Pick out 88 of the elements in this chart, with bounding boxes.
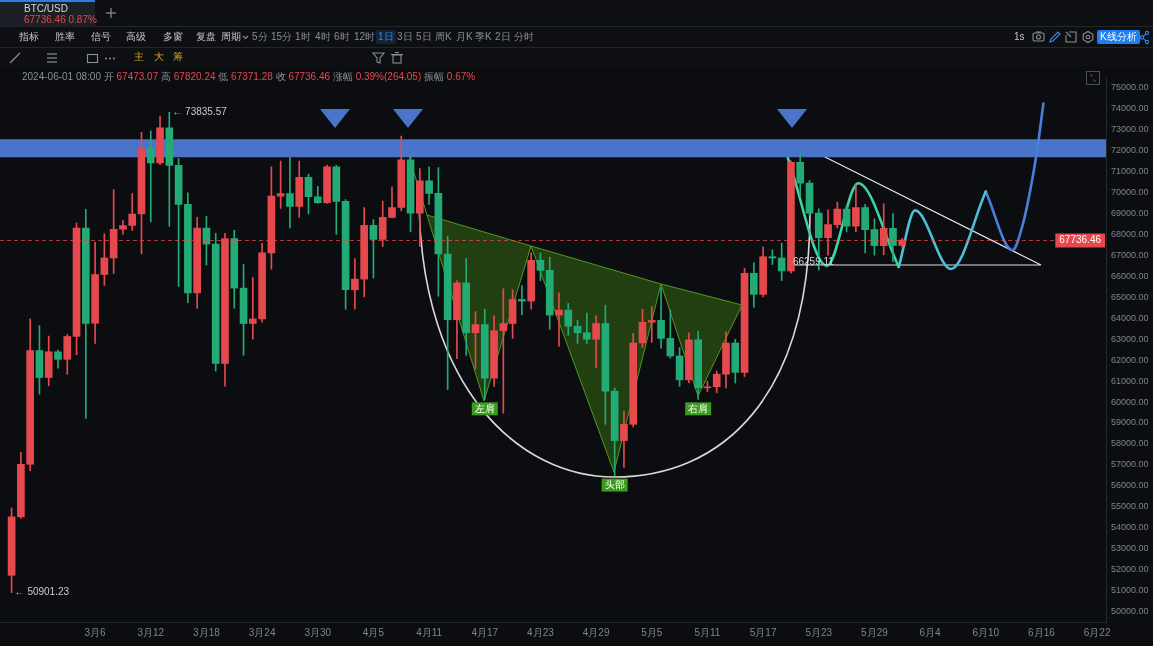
x-tick-label: 5月5 xyxy=(641,626,663,638)
annotation: 右肩 xyxy=(688,402,709,414)
y-tick-label: 75000.00 xyxy=(1111,82,1149,93)
x-tick-label: 6月4 xyxy=(919,626,942,638)
x-tick-label: 4月29 xyxy=(582,626,610,638)
x-tick-label: 4月17 xyxy=(471,626,499,638)
text: 周期 xyxy=(221,30,241,44)
x-tick-label: 5月11 xyxy=(694,626,721,638)
x-tick-label: 6月16 xyxy=(1028,626,1056,638)
y-tick-label: 63000.00 xyxy=(1111,333,1149,344)
annotation: 头部 xyxy=(604,478,625,490)
chart-title: BTC/USD xyxy=(24,3,68,14)
annotation: ← 73835.57 xyxy=(172,106,228,118)
text: 1时 xyxy=(295,30,311,44)
y-tick-label: 54000.00 xyxy=(1111,522,1149,533)
y-tick-label: 55000.00 xyxy=(1111,501,1149,512)
y-tick-label: 57000.00 xyxy=(1111,459,1149,470)
x-tick-label: 4月5 xyxy=(362,626,385,638)
candlestick xyxy=(248,277,257,340)
text: 5分 xyxy=(252,30,268,44)
x-tick-label: 3月24 xyxy=(248,626,276,638)
x-tick-label: 6月22 xyxy=(1083,626,1111,638)
annotation: ← 50901.23 xyxy=(14,586,70,598)
y-tick-label: 72000.00 xyxy=(1111,145,1149,156)
text: 3日 xyxy=(397,30,413,44)
chart-subtitle: 67736.46 0.87% xyxy=(24,14,97,25)
y-tick-label: 59000.00 xyxy=(1111,417,1149,428)
text: 高级 xyxy=(126,30,146,44)
text: 1日 xyxy=(376,30,396,44)
text: 多窗 xyxy=(163,30,183,44)
text: 1s xyxy=(1014,30,1025,44)
text: 大 xyxy=(154,50,164,64)
x-tick-label: 5月23 xyxy=(805,626,833,638)
x-tick-label: 4月23 xyxy=(527,626,555,638)
y-tick-label: 70000.00 xyxy=(1111,187,1149,198)
x-tick-label: 6月10 xyxy=(972,626,1000,638)
text: 周K xyxy=(435,30,452,44)
line-series xyxy=(984,102,1045,252)
y-tick-label: 74000.00 xyxy=(1111,103,1149,114)
y-tick-label: 62000.00 xyxy=(1111,354,1149,365)
text: 信号 xyxy=(91,30,111,44)
y-tick-label: 66000.00 xyxy=(1111,270,1149,281)
text: 分时 xyxy=(514,30,534,44)
y-tick-label: 56000.00 xyxy=(1111,480,1149,491)
candlestick xyxy=(286,156,294,229)
text: 6时 xyxy=(334,30,350,44)
y-tick-label: 50000.00 xyxy=(1111,606,1149,617)
text: 5日 xyxy=(416,30,432,44)
text: 15分 xyxy=(271,30,293,44)
line-series xyxy=(897,190,988,271)
text: 2024-06-01 08:00 开 67473.07 高 67820.24 低 67371.28 收 67736.46 涨幅 0.39%(264.05) 振幅 0.67% xyxy=(22,71,476,82)
y-tick-label: 67000.00 xyxy=(1111,249,1149,260)
x-tick-label: 3月30 xyxy=(304,626,332,638)
text: 12时 xyxy=(354,30,376,44)
candlestick xyxy=(555,292,563,347)
text: 复盘 xyxy=(196,30,216,44)
y-tick-label: 69000.00 xyxy=(1111,208,1149,219)
annotation: 左肩 xyxy=(474,402,495,414)
x-tick-label: 3月12 xyxy=(137,626,165,638)
y-tick-label: 51000.00 xyxy=(1111,585,1149,596)
y-tick-label: 65000.00 xyxy=(1111,291,1149,302)
text: K线分析 xyxy=(1097,30,1140,44)
y-tick-label: 64000.00 xyxy=(1111,312,1149,323)
x-tick-label: 4月11 xyxy=(416,626,443,638)
candlestick xyxy=(647,306,656,343)
text: 季K xyxy=(475,30,492,44)
text: 胜率 xyxy=(55,30,75,44)
x-tick-label: 3月6 xyxy=(84,626,107,638)
candlestick xyxy=(351,258,359,310)
y-tick-label: 52000.00 xyxy=(1111,564,1149,575)
y-tick-label: 61000.00 xyxy=(1111,375,1149,386)
text: 4时 xyxy=(315,30,331,44)
text: 指标 xyxy=(19,30,39,44)
y-tick-label: 53000.00 xyxy=(1111,543,1149,554)
x-tick-label: 5月29 xyxy=(861,626,889,638)
y-tick-label: 60000.00 xyxy=(1111,396,1149,407)
y-tick-label: 68000.00 xyxy=(1111,228,1149,239)
x-tick-label: 5月17 xyxy=(749,626,777,638)
text: 月K xyxy=(456,30,473,44)
y-tick-label: 58000.00 xyxy=(1111,438,1149,449)
text: 主 xyxy=(134,50,144,64)
ref-line-label: 67736.46 xyxy=(1059,234,1102,246)
y-tick-label: 71000.00 xyxy=(1111,166,1149,177)
text: 2日 xyxy=(495,30,511,44)
x-tick-label: 3月18 xyxy=(193,626,221,638)
text: 筹 xyxy=(173,50,183,64)
y-tick-label: 73000.00 xyxy=(1111,124,1149,135)
candlestick xyxy=(146,130,155,223)
